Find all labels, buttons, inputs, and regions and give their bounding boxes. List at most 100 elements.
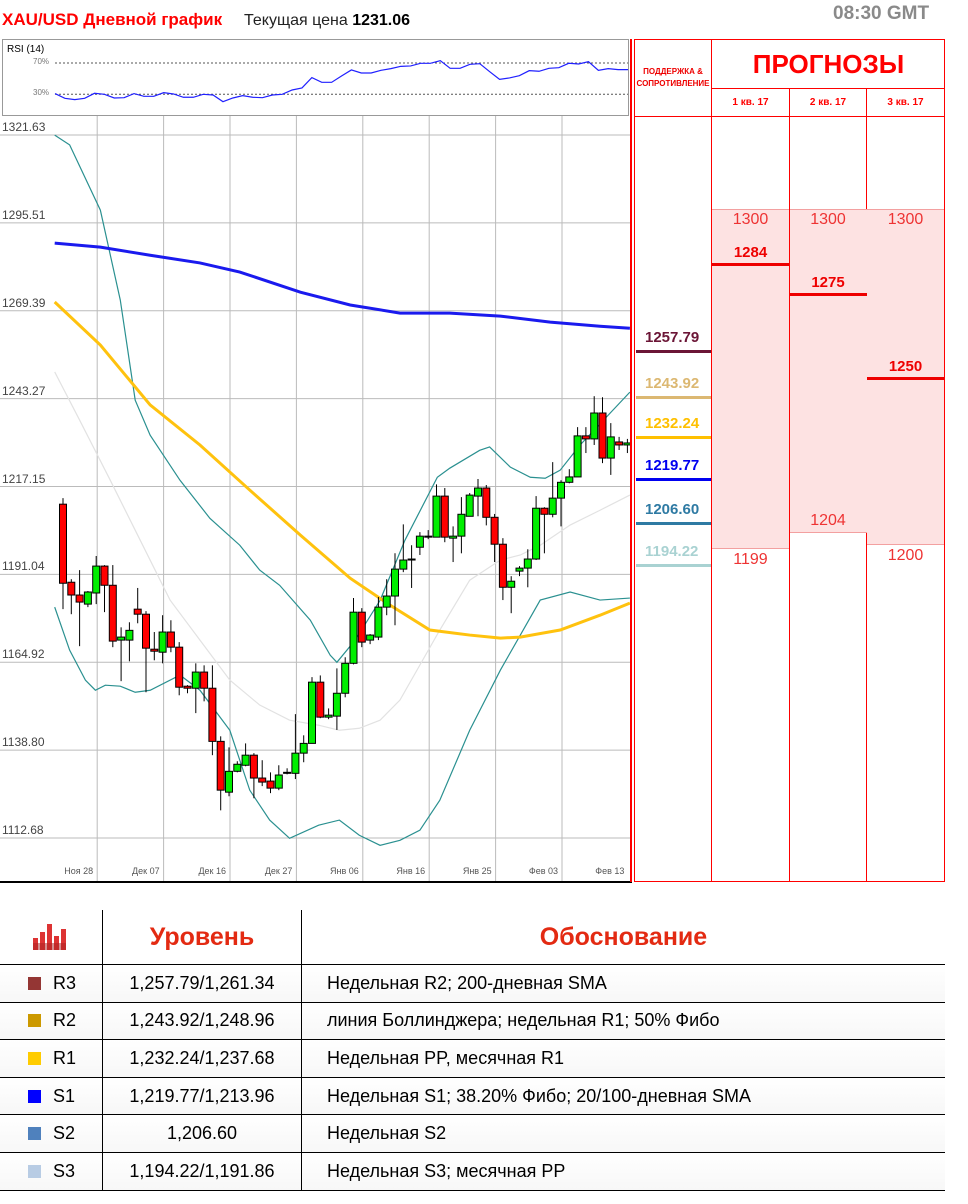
level-reason: Недельная S3; месячная PP	[327, 1160, 566, 1181]
y-tick-label: 1191.04	[2, 559, 45, 574]
level-value: 1,257.79/1,261.34	[103, 965, 302, 1002]
forecast-range	[789, 208, 867, 533]
forecast-low: 1200	[887, 547, 924, 565]
quarter-header: 3 кв. 17	[867, 89, 944, 117]
level-reason: Недельная S1; 38.20% Фибо; 20/100-дневна…	[327, 1085, 752, 1106]
y-tick-label: 1164.92	[2, 647, 45, 662]
table-header: Уровень Обоснование	[0, 910, 945, 965]
forecast-mid-line	[867, 376, 944, 380]
table-row: S3 1,194.22/1,191.86 Недельная S3; месячна…	[0, 1152, 945, 1191]
sr-level-value: 1219.77	[645, 456, 700, 474]
rsi-plot	[54, 59, 628, 103]
chart-title: XAU/USD Дневной график	[2, 10, 223, 29]
candle	[341, 657, 350, 698]
candle	[308, 677, 316, 744]
candle	[75, 570, 84, 647]
time-label: 08:30 GMT	[833, 3, 930, 24]
level-name-cell: R3	[0, 965, 103, 1002]
candle	[557, 480, 565, 527]
candle	[166, 620, 175, 653]
sr-level-line	[636, 563, 711, 567]
candle	[424, 530, 433, 540]
x-tick-label: Янв 25	[462, 866, 492, 876]
candle	[565, 469, 574, 484]
x-tick-label: Дек 27	[264, 866, 293, 876]
color-swatch	[28, 976, 41, 990]
sr-header: ПОДДЕРЖКА & СОПРОТИВЛЕНИЕ	[635, 40, 712, 117]
candle	[498, 538, 507, 601]
candle	[200, 665, 209, 702]
sr-level-value: 1206.60	[645, 501, 700, 518]
candle	[125, 622, 134, 662]
y-tick-label: 1243.27	[2, 383, 46, 398]
forecast-low: 1204	[810, 511, 846, 529]
level-value: 1,219.77/1,213.96	[103, 1077, 302, 1115]
candle	[258, 760, 267, 787]
level-reason: Недельная PP, месячная R1	[327, 1047, 565, 1068]
level-value: 1,243.92/1,248.96	[103, 1002, 302, 1040]
level-value: 1,232.24/1,237.68	[103, 1040, 302, 1077]
candle	[100, 565, 109, 613]
current-price-value: 1231.06	[352, 12, 411, 29]
candle	[374, 597, 383, 641]
levels-table: Уровень Обоснование R3 1,257.79/1,261.34 Н…	[0, 910, 945, 1191]
candle	[482, 485, 491, 526]
x-tick-label: Янв 16	[396, 866, 426, 876]
level-reason: Недельная S2	[327, 1123, 447, 1144]
candle	[532, 496, 541, 561]
candle	[507, 576, 516, 614]
level-name: R2	[53, 1010, 77, 1031]
forecast-mid: 1284	[733, 243, 768, 261]
candle	[191, 663, 200, 714]
rsi-panel: RSI (14) 70% 30%	[2, 39, 629, 116]
rsi-label: RSI (14)	[7, 44, 45, 55]
candle	[357, 608, 366, 648]
column-divider	[866, 89, 867, 881]
candle	[332, 668, 341, 730]
column-divider	[711, 89, 712, 881]
candle	[457, 497, 466, 554]
forecast-high: 1300	[887, 210, 924, 228]
candle	[581, 427, 590, 454]
level-reason: Недельная R2; 200-дневная SMA	[327, 972, 607, 993]
rsi-70-label: 70%	[33, 57, 50, 66]
y-tick-label: 1217.15	[2, 471, 46, 486]
quarter-header: 1 кв. 17	[712, 89, 789, 117]
level-name: R3	[53, 972, 77, 993]
sr-level-value: 1257.79	[645, 328, 700, 346]
table-row: R1 1,232.24/1,237.68 Недельная PP, месячна…	[0, 1040, 945, 1078]
color-swatch	[28, 1127, 41, 1141]
candle	[83, 590, 92, 608]
candle	[92, 555, 101, 605]
candle	[391, 553, 399, 626]
candle	[67, 579, 76, 615]
price-chart	[0, 116, 632, 882]
color-swatch	[28, 1089, 41, 1103]
candle	[291, 714, 300, 780]
table-row: S2 1,206.60 Недельная S2	[0, 1115, 945, 1153]
candle	[299, 735, 308, 763]
level-name: S1	[53, 1085, 76, 1106]
x-tick-label: Ноя 28	[64, 866, 94, 876]
forecast-panel: ПОДДЕРЖКА & СОПРОТИВЛЕНИЕ ПРОГНОЗЫ 1257.…	[634, 39, 945, 882]
candle	[216, 736, 225, 811]
forecast-mid: 1275	[811, 273, 845, 291]
current-price: Текущая цена 1231.06	[244, 12, 410, 30]
x-tick-label: Янв 06	[330, 866, 359, 876]
sma200-line	[54, 241, 630, 330]
candle	[225, 747, 233, 797]
current-price-label: Текущая цена	[244, 12, 348, 29]
candle	[399, 524, 408, 573]
level-name-cell: R1	[0, 1040, 103, 1077]
candle	[241, 743, 250, 767]
candle	[382, 579, 391, 616]
candle	[349, 598, 358, 665]
bar-chart-icon	[0, 910, 103, 964]
bb-lower-line	[54, 591, 630, 846]
sr-level-line	[636, 349, 711, 353]
sr-level-line	[636, 522, 711, 525]
forecast-mid-line	[712, 262, 789, 266]
color-swatch	[28, 1014, 41, 1028]
level-name-cell: R2	[0, 1002, 103, 1040]
candle	[523, 549, 532, 588]
